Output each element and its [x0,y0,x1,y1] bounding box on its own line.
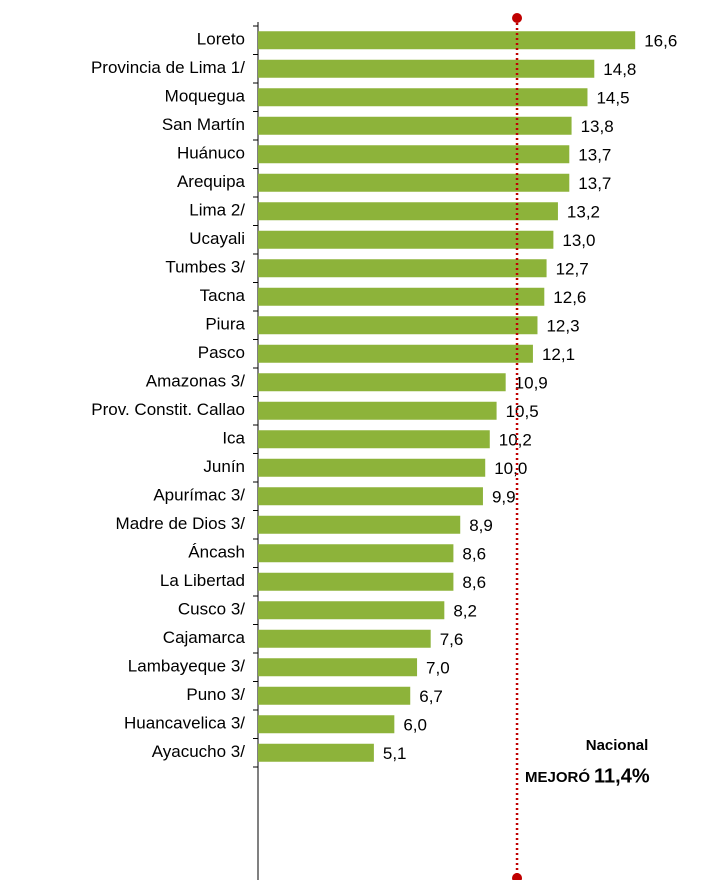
bar [258,686,411,705]
category-label: Junín [203,457,245,476]
bar [258,230,554,249]
value-label: 7,0 [426,659,450,678]
category-label: Lima 2/ [189,201,245,220]
bar [258,88,588,107]
category-label: Arequipa [177,172,246,191]
bar [258,59,595,78]
value-label: 12,3 [546,317,579,336]
bar [258,344,533,363]
value-label: 13,7 [578,146,611,165]
category-label: Madre de Dios 3/ [116,514,246,533]
reference-prefix: MEJORÓ [525,768,590,786]
bar [258,601,445,620]
bar [258,430,490,449]
category-label: Huancavelica 3/ [124,714,245,733]
value-label: 10,0 [494,459,527,478]
category-label: Ucayali [189,229,245,248]
bar [258,173,570,192]
reference-title: Nacional [586,737,649,754]
value-label: 8,9 [469,516,493,535]
reference-marker [512,13,523,23]
value-label: 8,2 [453,602,477,621]
value-label: 14,5 [596,89,629,108]
category-label: Piura [205,315,245,334]
value-label: 7,6 [440,630,464,649]
category-label: San Martín [162,115,245,134]
value-label: 10,2 [499,431,532,450]
bar [258,572,454,591]
value-label: 5,1 [383,744,407,763]
value-label: 12,1 [542,345,575,364]
bar [258,145,570,164]
category-label: Huánuco [177,144,245,163]
category-label: Loreto [197,30,245,49]
value-label: 12,6 [553,288,586,307]
bar [258,202,558,221]
category-label: Ica [222,429,245,448]
value-label: 13,8 [581,117,614,136]
bar [258,458,486,477]
category-label: Lambayeque 3/ [128,657,245,676]
category-label: Áncash [188,543,245,562]
category-label: La Libertad [160,571,245,590]
bar [258,629,431,648]
bar [258,544,454,563]
category-label: Amazonas 3/ [146,372,245,391]
value-label: 9,9 [492,488,516,507]
bar [258,287,545,306]
category-label: Puno 3/ [186,685,245,704]
value-label: 10,9 [515,374,548,393]
bar [258,743,374,762]
category-label: Cajamarca [163,628,246,647]
value-label: 12,7 [556,260,589,279]
category-label: Tumbes 3/ [165,258,245,277]
value-label: 14,8 [603,60,636,79]
value-label: 6,7 [419,687,443,706]
value-label: 8,6 [462,573,486,592]
bar [258,401,497,420]
category-label: Cusco 3/ [178,600,245,619]
value-label: 10,5 [506,402,539,421]
category-label: Tacna [200,286,246,305]
bar [258,658,418,677]
bar [258,715,395,734]
category-label: Prov. Constit. Callao [91,400,245,419]
category-label: Pasco [198,343,245,362]
bar [258,487,483,506]
reference-marker [512,873,523,880]
value-label: 6,0 [403,716,427,735]
value-label: 13,7 [578,174,611,193]
bar [258,31,636,50]
bar [258,373,506,392]
category-label: Moquegua [165,87,246,106]
value-label: 13,2 [567,203,600,222]
category-label: Apurímac 3/ [153,486,245,505]
value-label: 16,6 [644,32,677,51]
value-label: 8,6 [462,545,486,564]
bar [258,515,461,534]
bar [258,259,547,278]
category-label: Ayacucho 3/ [152,742,246,761]
value-label: 13,0 [562,231,595,250]
category-label: Provincia de Lima 1/ [91,58,245,77]
bar [258,116,572,135]
reference-label: 11,4% [594,765,650,787]
bar [258,316,538,335]
